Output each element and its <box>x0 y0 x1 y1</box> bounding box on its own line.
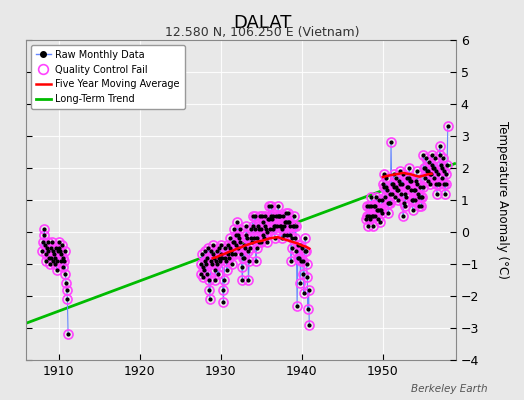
Text: DALAT: DALAT <box>233 14 291 32</box>
Text: Berkeley Earth: Berkeley Earth <box>411 384 487 394</box>
Text: 12.580 N, 106.250 E (Vietnam): 12.580 N, 106.250 E (Vietnam) <box>165 26 359 39</box>
Y-axis label: Temperature Anomaly (°C): Temperature Anomaly (°C) <box>496 121 509 279</box>
Legend: Raw Monthly Data, Quality Control Fail, Five Year Moving Average, Long-Term Tren: Raw Monthly Data, Quality Control Fail, … <box>31 45 185 109</box>
